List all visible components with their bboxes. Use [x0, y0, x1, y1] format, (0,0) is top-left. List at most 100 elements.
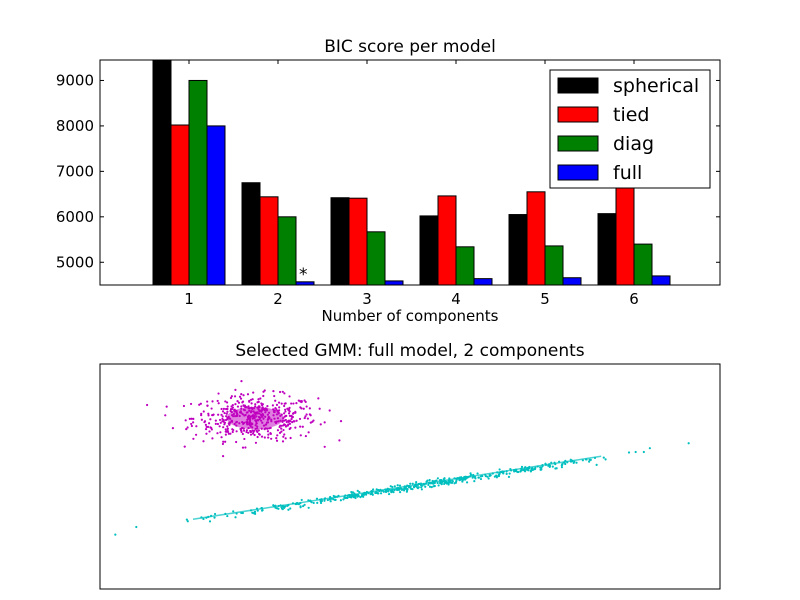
point — [207, 422, 211, 425]
point — [266, 405, 269, 408]
legend-label-full: full — [613, 162, 642, 184]
point — [581, 459, 584, 462]
point — [251, 407, 254, 411]
point — [260, 402, 263, 405]
point — [214, 422, 217, 425]
bar-diag-6 — [633, 243, 653, 286]
point — [332, 498, 335, 501]
y-tick-label-7000: 7000 — [56, 162, 94, 180]
point — [114, 533, 117, 536]
point — [428, 485, 432, 488]
point — [224, 418, 228, 422]
point — [220, 407, 223, 411]
point — [541, 464, 544, 467]
point — [648, 447, 651, 450]
point — [232, 412, 236, 416]
point — [205, 516, 208, 519]
y-tick-label-5000: 5000 — [56, 253, 94, 271]
point — [415, 481, 418, 484]
legend-swatch-diag — [557, 135, 599, 152]
point — [235, 421, 238, 424]
point — [427, 481, 430, 485]
point — [507, 475, 511, 478]
point — [249, 433, 253, 436]
point — [550, 461, 553, 464]
bar-spherical-2 — [241, 182, 261, 286]
point — [377, 492, 380, 495]
point — [282, 435, 285, 438]
point — [245, 429, 249, 432]
point — [210, 407, 213, 410]
point — [247, 414, 250, 417]
point — [571, 459, 574, 462]
point — [203, 420, 207, 423]
point — [277, 401, 281, 404]
point — [278, 425, 281, 429]
point — [488, 474, 491, 478]
point — [243, 437, 246, 441]
point — [233, 415, 237, 418]
point — [248, 418, 252, 422]
point — [202, 440, 205, 443]
point — [278, 406, 281, 409]
point — [221, 415, 224, 418]
point — [246, 411, 249, 414]
point — [260, 435, 264, 438]
point — [308, 407, 311, 410]
point — [486, 475, 489, 478]
point — [293, 420, 296, 423]
point — [302, 504, 305, 508]
point — [472, 473, 475, 477]
point — [479, 477, 483, 481]
gmm-plot-frame — [99, 363, 721, 590]
point — [211, 400, 214, 403]
points-component-1 — [145, 380, 343, 458]
point — [561, 463, 564, 466]
point — [237, 401, 241, 404]
point — [200, 516, 203, 519]
point — [393, 485, 396, 488]
point — [295, 402, 298, 405]
point — [229, 396, 233, 400]
point — [575, 461, 578, 464]
point — [286, 424, 289, 427]
point — [284, 414, 287, 418]
point — [451, 480, 454, 483]
bar-diag-2 — [277, 216, 297, 286]
point — [396, 484, 399, 487]
point — [258, 412, 261, 415]
point — [326, 498, 329, 502]
point — [266, 421, 270, 424]
point — [544, 463, 548, 466]
point — [446, 482, 449, 485]
point — [287, 412, 291, 415]
point — [476, 472, 479, 475]
point — [427, 483, 430, 486]
point — [305, 405, 308, 408]
point — [548, 463, 551, 466]
point — [498, 472, 501, 475]
point — [266, 427, 269, 430]
point — [455, 477, 458, 480]
point — [282, 428, 285, 432]
point — [430, 486, 433, 489]
point — [209, 426, 212, 429]
bic-bar-chart: BIC score per model 5000 6000 7000 8000 9000… — [56, 37, 721, 325]
point — [223, 411, 226, 415]
point — [221, 417, 224, 421]
point — [245, 430, 248, 434]
point — [436, 481, 439, 485]
point — [226, 401, 229, 404]
point — [311, 420, 314, 423]
point — [404, 487, 407, 490]
bar-tied-5 — [526, 191, 546, 286]
bar-spherical-1 — [152, 59, 172, 286]
point — [375, 488, 378, 491]
point — [189, 402, 193, 406]
point — [356, 495, 359, 498]
point — [255, 429, 258, 433]
point — [342, 498, 345, 501]
point — [263, 427, 266, 431]
point — [190, 422, 193, 426]
point — [424, 485, 427, 488]
